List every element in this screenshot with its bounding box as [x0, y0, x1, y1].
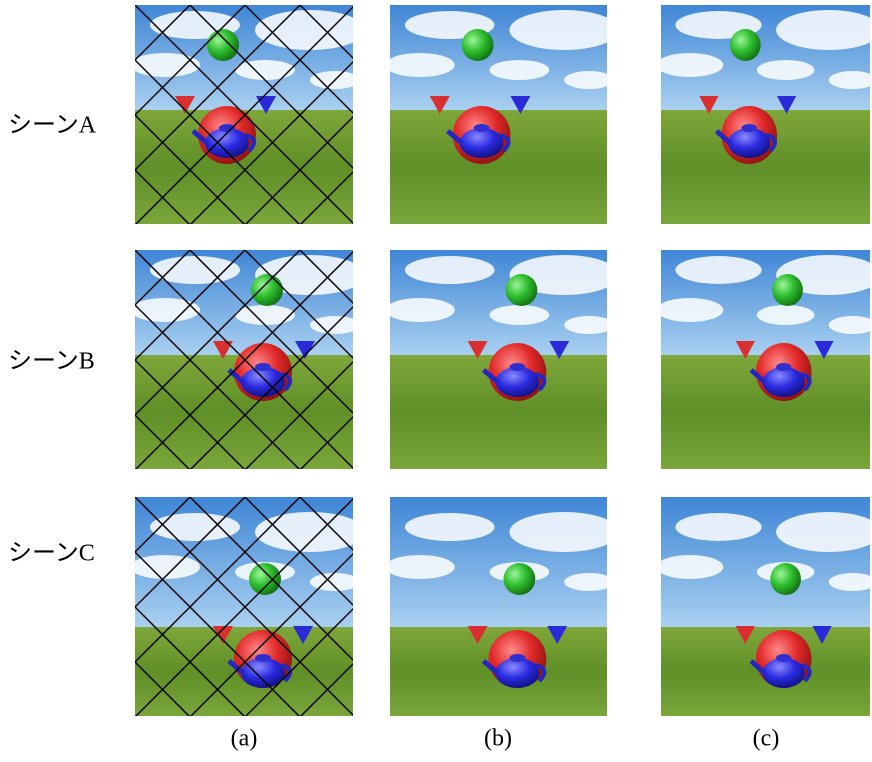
- cloud: [310, 573, 360, 591]
- cloud: [130, 555, 200, 579]
- cloud: [509, 10, 618, 50]
- teapot-lid: [255, 654, 271, 662]
- cloud: [235, 60, 295, 80]
- cloud: [150, 513, 240, 541]
- teapot-body: [728, 128, 770, 158]
- grid-line: [0, 497, 80, 737]
- cloud: [656, 555, 723, 579]
- green-sphere: [770, 563, 801, 595]
- cloud: [564, 71, 614, 89]
- cloud: [385, 298, 455, 322]
- green-sphere: [730, 29, 761, 61]
- scene-image: [656, 497, 872, 716]
- cloud: [235, 305, 295, 325]
- cloud: [405, 513, 495, 541]
- cloud: [675, 513, 761, 541]
- cloud: [385, 555, 455, 579]
- teapot-lid: [509, 654, 525, 662]
- cloud: [490, 60, 550, 80]
- grid-line: [0, 497, 25, 737]
- green-sphere: [251, 274, 283, 306]
- grid-line: [0, 497, 135, 737]
- cloud: [757, 305, 815, 325]
- green-sphere: [505, 274, 537, 306]
- cloud: [150, 256, 240, 284]
- teapot-lid: [776, 363, 791, 371]
- cloud: [656, 298, 723, 322]
- column-label: (a): [231, 726, 258, 752]
- teapot-body: [763, 658, 805, 688]
- teapot-lid: [776, 654, 791, 662]
- column-label: (b): [484, 726, 512, 752]
- teapot-body: [763, 367, 805, 397]
- teapot-lid: [474, 124, 490, 132]
- teapot-body: [460, 128, 504, 158]
- column-label: (c): [753, 726, 780, 752]
- teapot-body: [496, 658, 540, 688]
- cloud: [564, 573, 614, 591]
- scene-image: [656, 250, 872, 469]
- figure: シーンA シーンB シーンC (a) (b) (c): [0, 0, 872, 757]
- scene-image: [385, 5, 619, 224]
- teapot-lid: [255, 363, 271, 371]
- teapot-body: [496, 367, 540, 397]
- cloud: [405, 256, 495, 284]
- green-sphere: [249, 563, 281, 595]
- cloud: [757, 60, 815, 80]
- grid-line: [0, 497, 155, 737]
- cloud: [385, 53, 455, 77]
- row-label: シーンB: [8, 349, 95, 375]
- cloud: [490, 305, 550, 325]
- green-sphere: [503, 563, 535, 595]
- cloud: [564, 316, 614, 334]
- cloud: [675, 256, 761, 284]
- row-label: シーンA: [8, 113, 97, 139]
- teapot-lid: [742, 124, 757, 132]
- green-sphere: [772, 274, 803, 306]
- scene-image: [656, 5, 872, 224]
- scene-image: [385, 250, 619, 469]
- cloud: [509, 512, 618, 552]
- cloud: [656, 53, 723, 77]
- green-sphere: [207, 29, 239, 61]
- row-label: シーンC: [8, 541, 95, 567]
- scene-image: [385, 497, 619, 716]
- green-sphere: [462, 29, 494, 61]
- teapot-lid: [509, 363, 525, 371]
